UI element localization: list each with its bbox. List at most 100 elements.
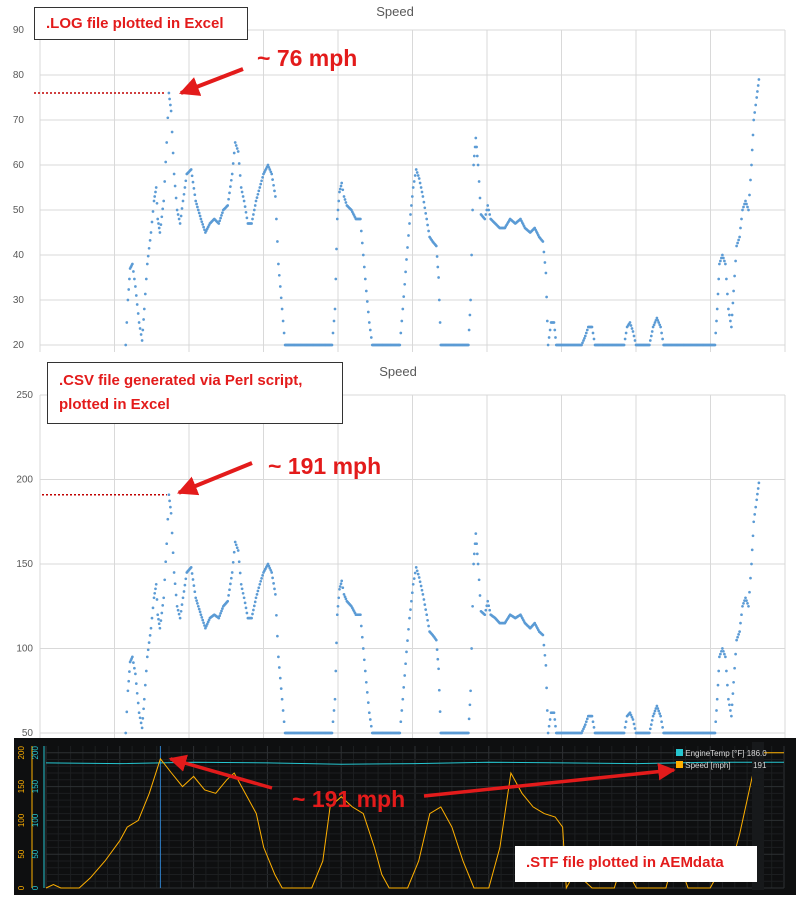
data-point	[335, 217, 339, 221]
y-tick-label: 60	[13, 160, 25, 171]
data-point	[730, 325, 733, 329]
data-point	[338, 187, 342, 191]
data-point	[733, 274, 736, 278]
data-point	[656, 318, 660, 322]
data-point	[714, 720, 718, 724]
data-point	[746, 205, 749, 209]
data-point	[545, 709, 549, 712]
data-point	[261, 574, 264, 577]
data-point	[278, 285, 282, 288]
data-point	[205, 622, 209, 626]
data-point	[735, 638, 738, 642]
data-point	[146, 254, 150, 258]
data-point	[486, 204, 490, 207]
data-point	[201, 618, 205, 622]
data-point	[182, 192, 186, 196]
data-point	[199, 613, 203, 617]
data-point	[468, 703, 472, 707]
data-point	[148, 239, 152, 242]
data-point	[176, 608, 180, 612]
data-point	[368, 328, 372, 332]
data-point	[273, 587, 276, 591]
data-point	[734, 259, 737, 263]
data-point	[472, 562, 475, 566]
data-point	[178, 616, 182, 620]
data-point	[543, 261, 547, 264]
data-point	[622, 731, 626, 735]
log-annotation: ~ 76 mph	[257, 45, 358, 71]
data-point	[218, 219, 222, 223]
log-chart-panel: Speed 20 30 40 50 60 70 80 90 .LOG file plotted …	[0, 0, 796, 365]
data-point	[230, 571, 234, 574]
data-point	[194, 199, 198, 203]
data-point	[235, 546, 239, 550]
data-point	[274, 593, 277, 596]
data-point	[156, 613, 160, 617]
data-point	[251, 217, 254, 221]
data-point	[740, 613, 743, 617]
data-point	[275, 613, 278, 617]
y-tick-label-speed: 200	[17, 746, 26, 760]
data-point	[162, 596, 166, 600]
data-point	[660, 720, 663, 724]
data-point	[654, 707, 658, 710]
data-point	[721, 253, 724, 257]
data-point	[136, 312, 140, 315]
data-point	[279, 687, 283, 690]
data-point	[427, 229, 430, 233]
data-point	[398, 731, 402, 735]
data-point	[365, 300, 369, 303]
data-point	[730, 714, 733, 718]
data-point	[164, 560, 168, 564]
data-point	[659, 325, 662, 329]
stf-annotation: ~ 191 mph	[292, 786, 406, 812]
data-point	[366, 701, 370, 704]
data-point	[266, 562, 270, 566]
data-point	[238, 174, 242, 177]
data-point	[732, 289, 735, 293]
data-point	[217, 222, 221, 225]
data-point	[269, 170, 273, 174]
data-point	[220, 214, 223, 217]
data-point	[275, 217, 278, 221]
data-point	[738, 630, 741, 633]
data-point	[471, 604, 474, 608]
data-point	[226, 204, 230, 207]
data-point	[180, 207, 184, 210]
data-point	[405, 258, 408, 261]
data-point	[158, 231, 162, 234]
data-point	[715, 697, 719, 701]
data-point	[260, 577, 263, 580]
data-point	[722, 256, 725, 260]
data-point	[411, 186, 415, 189]
data-point	[474, 136, 478, 140]
data-point	[591, 331, 595, 335]
data-point	[727, 307, 730, 311]
data-point	[425, 613, 429, 617]
data-point	[656, 707, 660, 710]
data-point	[277, 262, 280, 266]
data-point	[542, 250, 546, 254]
data-point	[276, 240, 279, 243]
data-point	[254, 199, 258, 203]
data-point	[553, 718, 557, 721]
data-point	[649, 723, 653, 726]
data-point	[144, 277, 148, 281]
data-point	[652, 712, 656, 715]
data-point	[717, 669, 721, 673]
data-point	[416, 572, 420, 576]
data-point	[156, 217, 160, 221]
data-point	[718, 262, 721, 266]
data-point	[194, 596, 198, 600]
data-point	[253, 204, 257, 207]
data-point	[743, 599, 746, 602]
data-point	[401, 697, 405, 701]
data-point	[127, 288, 131, 291]
data-point	[657, 321, 661, 324]
log-speed-chart: Speed 20 30 40 50 60 70 80 90	[13, 4, 786, 365]
data-point	[727, 697, 730, 701]
data-point	[227, 594, 230, 597]
data-point	[192, 187, 196, 190]
data-point	[631, 330, 635, 333]
data-point	[151, 210, 155, 213]
